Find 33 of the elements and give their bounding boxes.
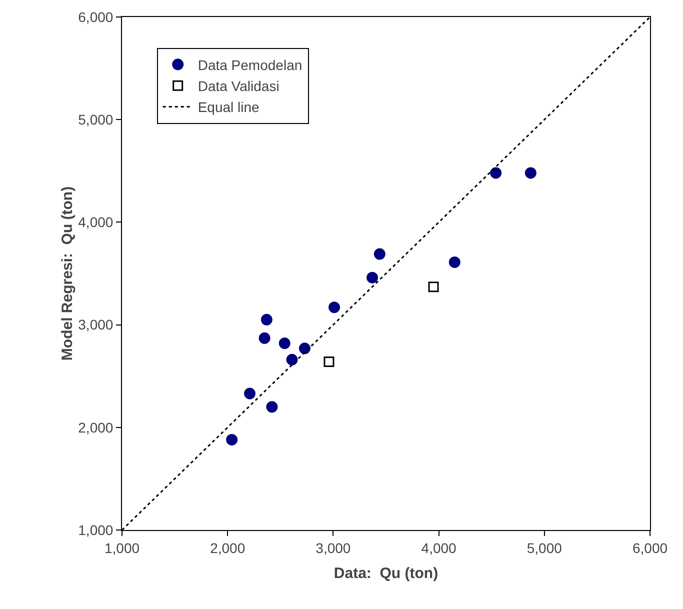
x-tick-label: 1,000 [104, 540, 140, 556]
point [374, 248, 386, 260]
x-tick-label: 6,000 [632, 540, 668, 556]
point [266, 401, 278, 413]
point [278, 338, 290, 350]
point [260, 314, 272, 326]
point [324, 356, 334, 367]
point [448, 256, 460, 268]
point [524, 167, 536, 179]
point [226, 434, 238, 446]
point [298, 342, 310, 354]
y-tick-label: 1,000 [78, 522, 114, 538]
x-tick-label: 5,000 [526, 540, 562, 556]
legend-label: Equal line [198, 99, 260, 116]
point [428, 282, 439, 292]
x-tick-label: 3,000 [316, 540, 351, 556]
point [366, 272, 378, 284]
x-tick-label: 2,000 [210, 540, 246, 556]
legend-label: Data Validasi [198, 78, 280, 94]
x-tick-label: 4,000 [421, 540, 457, 556]
point [258, 332, 270, 344]
point [286, 354, 298, 366]
point [490, 167, 502, 179]
y-axis-title: Model Regresi: Qu (ton) [59, 186, 76, 361]
y-tick-label: 6,000 [78, 8, 114, 25]
y-tick-label: 2,000 [78, 419, 114, 436]
legend-label: Data Pemodelan [198, 56, 302, 73]
y-tick-label: 3,000 [78, 316, 114, 333]
y-tick-label: 5,000 [78, 112, 114, 128]
x-axis-title: Data: Qu (ton) [334, 564, 438, 582]
point [244, 388, 256, 400]
y-tick-label: 4,000 [78, 214, 114, 230]
point [328, 302, 340, 314]
